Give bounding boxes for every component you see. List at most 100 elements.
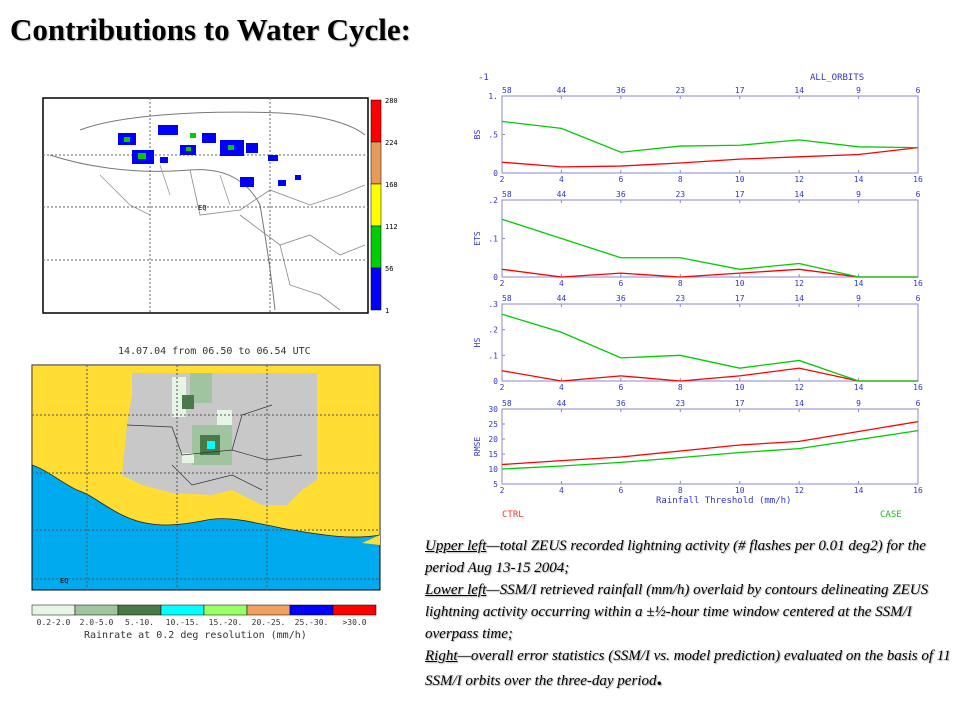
colorbar-label: 10.-15. [166,618,200,627]
y-tick-label: .2 [488,196,498,205]
series-line-ctrl [501,268,918,278]
error-statistics: -1 ALL_ORBITS 58 44 36 23 17 14 9 60.51.BS2 4 6 8 1… [473,73,923,520]
colorbar-swatch [203,604,248,616]
y-tick-label: 1. [488,92,498,101]
legend-label: 280 [385,97,398,105]
top-count-label: 6 [916,399,921,408]
y-tick-label: 0 [493,169,498,178]
x-tick-label: 8 [678,383,683,392]
x-tick-label: 4 [559,383,564,392]
panel-frame [501,199,919,278]
top-count-label: 44 [557,190,567,199]
y-tick-label: 5 [493,480,498,489]
y-tick-label: 30 [488,405,498,414]
top-count-label: 58 [502,294,512,303]
series-line-ctrl [501,367,918,382]
orbits-label: ALL_ORBITS [810,73,864,83]
top-count-label: 17 [735,190,745,199]
top-count-label: 17 [735,86,745,95]
x-tick-label: 16 [913,383,923,392]
y-tick-label: .1 [488,351,498,360]
stat-panel-rmse: 58 44 36 23 17 14 9 6 5 10 15 20 25 30 RMSE 2 4 6 8 10 12 14 1… [473,399,923,495]
x-tick-label: 16 [913,175,923,184]
top-count-label: 23 [675,399,685,408]
top-count-label: 23 [675,86,685,95]
rain-colorbar: 0.2-2.0 2.0-5.0 5.-10. 10.-15. 15.-20. 20.-25… [31,604,377,641]
ctrl-label: CTRL [502,510,524,520]
colorbar-label: 5.-10. [125,618,154,627]
equator-label: EQ [60,577,68,585]
x-tick-label: 6 [618,486,623,495]
lightning-clusters [118,125,301,187]
stat-panel-bs: 58 44 36 23 17 14 9 6 0 .5 1. BS 2 4 6 8 10 12 14 16 [473,86,923,184]
x-tick-label: 12 [794,383,804,392]
y-tick-label: .1 [488,235,498,244]
lightning-map: EQ 280 224 168 112 56 1 [42,97,398,315]
caption-text-right: —overall error statistics (SSM/I vs. mod… [425,648,951,689]
colorbar-swatch [74,604,119,616]
y-tick-label: 25 [488,420,498,429]
x-tick-label: 10 [735,175,745,184]
top-count-label: 44 [557,399,567,408]
colorbar-label: 15.-20. [209,618,243,627]
x-tick-label: 14 [854,279,864,288]
colorbar-label: 20.-25. [252,618,286,627]
colorbar-swatch [332,604,377,616]
caption-text-upper: —total ZEUS recorded lightning activity … [425,538,926,576]
stat-panel-ets: 58 44 36 23 17 14 9 6 0 .1 .2 ETS 2 4 6 8 10 12 14 16 [473,190,923,288]
y-axis-label: ETS [473,231,482,246]
y-axis-label: BS [473,130,482,140]
top-count-label: 58 [502,399,512,408]
panel-frame [501,303,919,382]
y-tick-label: .5 [488,131,498,140]
top-count-label: 9 [856,86,861,95]
colorbar-swatch [289,604,334,616]
colorbar-title: Rainrate at 0.2 deg resolution (mm/h) [84,630,307,641]
x-tick-label: 10 [735,486,745,495]
x-axis-label: Rainfall Threshold (mm/h) [656,496,791,506]
colorbar-label: 2.0-5.0 [80,618,114,627]
top-count-label: 14 [794,190,804,199]
colorbar-label: >30.0 [342,618,366,627]
caption-end: . [656,665,662,690]
legend-label: 112 [385,223,398,231]
colorbar-swatch [117,604,162,616]
equator-label: EQ [198,204,206,212]
series-line-case [501,313,918,382]
top-count-label: 9 [856,294,861,303]
series-line-ctrl [501,146,919,168]
corner-label: -1 [478,73,489,83]
x-tick-label: 12 [794,486,804,495]
legend-label: 56 [385,265,393,273]
x-tick-label: 10 [735,383,745,392]
stat-panel-hs: 58 44 36 23 17 14 9 6 0 .1 .2 .3 HS 2 4 6 8 10 12 14 16 [473,294,923,392]
y-tick-label: .3 [488,300,498,309]
top-count-label: 23 [675,294,685,303]
x-tick-label: 2 [500,383,505,392]
series-line-ctrl [501,420,919,466]
top-count-label: 17 [735,294,745,303]
x-tick-label: 4 [559,279,564,288]
top-count-label: 36 [616,294,626,303]
top-count-label: 44 [557,86,567,95]
series-line-case [501,429,919,470]
rainfall-map: 14.07.04 from 06.50 to 06.54 UTC EQ 0.2-… [31,346,381,641]
top-count-label: 9 [856,190,861,199]
slide-title: Contributions to Water Cycle: [10,12,411,47]
legend-label: 224 [385,139,398,147]
y-tick-label: 20 [488,435,498,444]
top-count-label: 17 [735,399,745,408]
x-tick-label: 14 [854,486,864,495]
x-tick-label: 8 [678,486,683,495]
x-tick-label: 8 [678,175,683,184]
x-tick-label: 6 [618,279,623,288]
x-tick-label: 4 [559,486,564,495]
x-tick-label: 6 [618,383,623,392]
caption-text-lower: —SSM/I retrieved rainfall (mm/h) overlai… [425,582,929,642]
colorbar-label: 25.-30. [295,618,329,627]
series-line-case [501,120,919,153]
x-tick-label: 8 [678,279,683,288]
x-tick-label: 16 [913,279,923,288]
y-tick-label: 10 [488,465,498,474]
y-tick-label: 0 [493,273,498,282]
